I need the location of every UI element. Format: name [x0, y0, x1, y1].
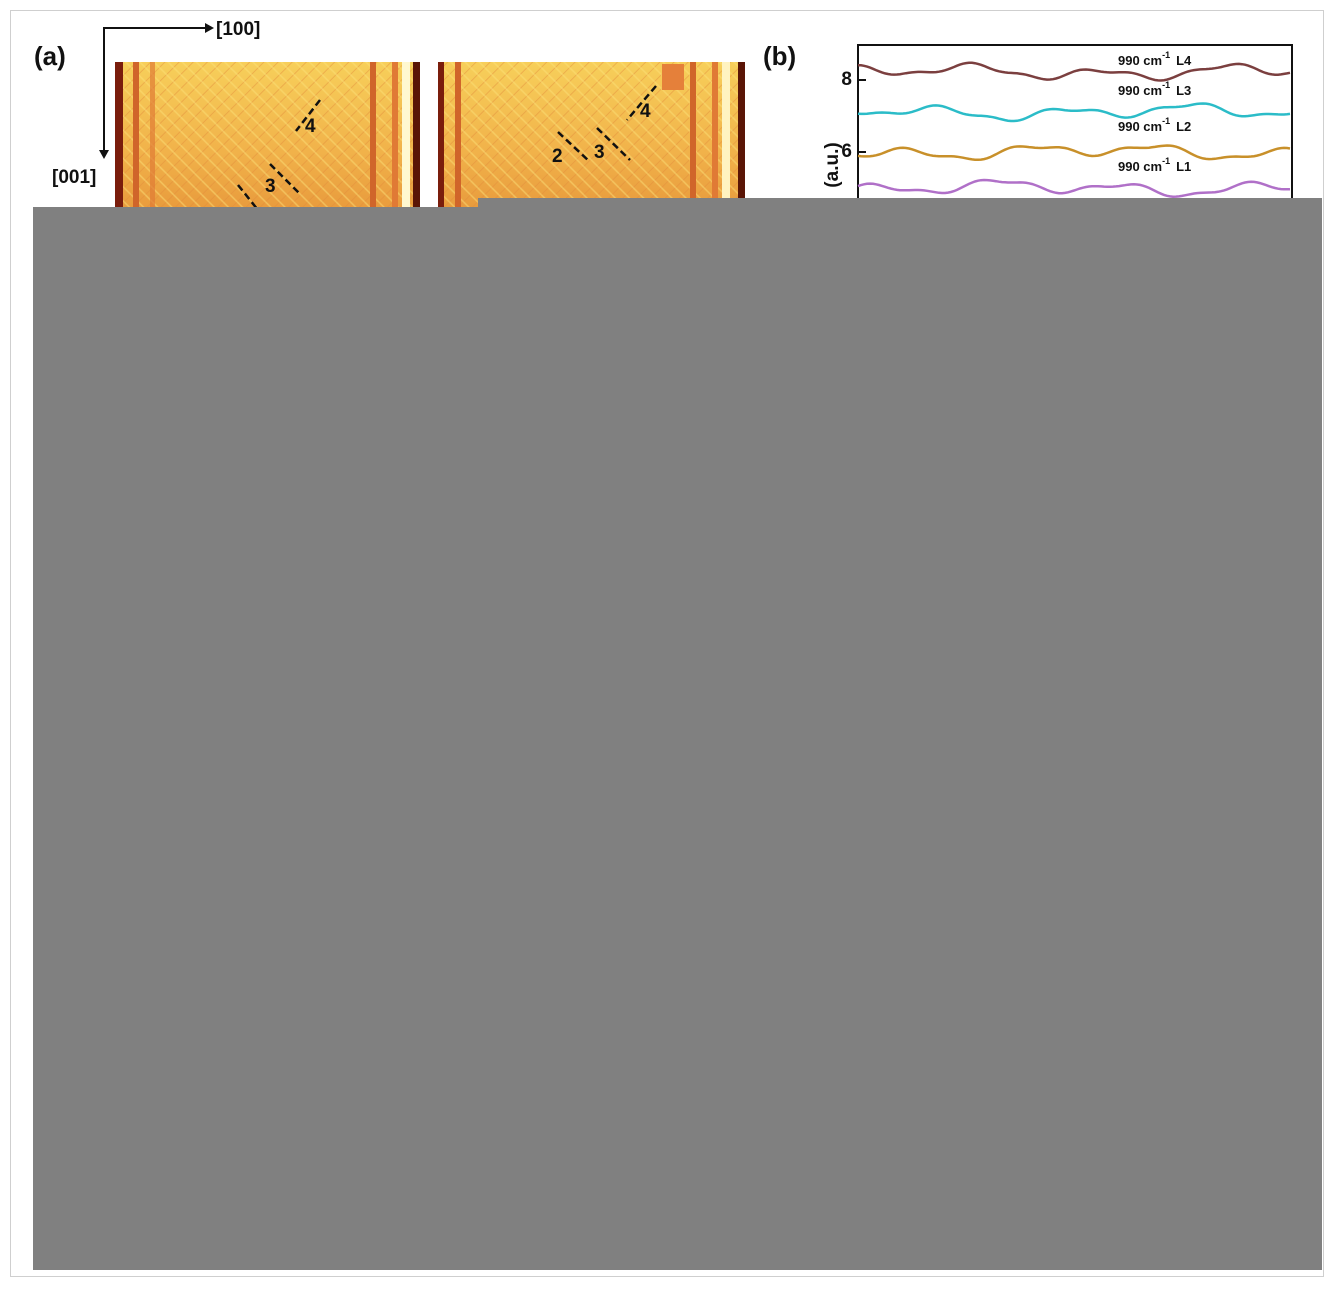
- panel-label: (b): [763, 41, 796, 71]
- curve-label: 990 cm-1 L2: [1118, 116, 1191, 134]
- y-tick-label: 8: [841, 69, 852, 90]
- curve-label: 990 cm-1 L1: [1118, 156, 1191, 174]
- occluder: [33, 207, 1322, 1270]
- label-sup: -1: [1162, 116, 1170, 126]
- label-sup: -1: [1162, 50, 1170, 60]
- label-text: 990 cm: [1118, 119, 1162, 134]
- axis-label: [001]: [52, 167, 96, 188]
- page: (a) [100] [001] 4 3 2 3 4 (b) (a.u.): [0, 0, 1334, 1287]
- marker-label: 4: [640, 101, 651, 122]
- label-sup: -1: [1162, 80, 1170, 90]
- panel-label: (a): [34, 41, 66, 71]
- axis-label: [100]: [216, 19, 260, 40]
- label-sup: -1: [1162, 156, 1170, 166]
- curve-label: 990 cm-1 L3: [1118, 80, 1191, 98]
- label-name: L3: [1176, 83, 1191, 98]
- figure: (a) [100] [001] 4 3 2 3 4 (b) (a.u.): [0, 0, 1334, 1287]
- label-text: 990 cm: [1118, 159, 1162, 174]
- label-name: L1: [1176, 159, 1191, 174]
- y-axis-label: (a.u.): [822, 142, 843, 187]
- marker-label: 3: [265, 176, 276, 197]
- label-text: 990 cm: [1118, 83, 1162, 98]
- image-2: [438, 62, 745, 212]
- label-text: 990 cm: [1118, 53, 1162, 68]
- curve-label: 990 cm-1 L4: [1118, 50, 1192, 68]
- y-tick-label: 6: [841, 141, 852, 162]
- marker-label: 4: [305, 116, 316, 137]
- label-name: L4: [1176, 53, 1192, 68]
- label-name: L2: [1176, 119, 1191, 134]
- marker-label: 2: [552, 146, 563, 167]
- marker-label: 3: [594, 142, 605, 163]
